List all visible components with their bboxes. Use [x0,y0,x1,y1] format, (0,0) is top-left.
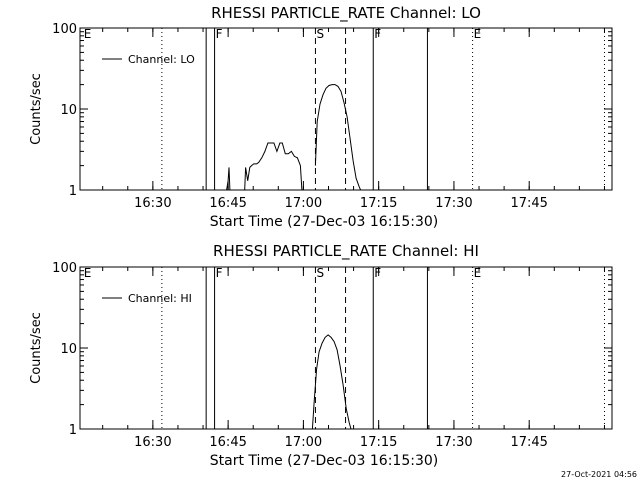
event-marker-label: F [216,266,223,280]
chart-title: RHESSI PARTICLE_RATE Channel: LO [211,4,481,23]
x-tick-label: 17:15 [360,196,397,211]
x-tick-label: 16:45 [209,435,246,450]
x-tick-label: 17:00 [285,435,322,450]
x-tick-label: 16:45 [209,196,246,211]
y-tick-label: 1 [69,423,77,438]
footer-timestamp: 27-Oct-2021 04:56 [561,470,637,479]
data-series-line [244,142,303,191]
x-tick-label: 17:15 [360,435,397,450]
lo-channel-panel: RHESSI PARTICLE_RATE Channel: LO 1 10 100 Co… [29,4,613,230]
y-tick-label: 1 [69,184,77,199]
y-tick-label: 100 [52,22,77,37]
event-marker-label: E [474,266,482,280]
data-series-line [314,84,362,191]
hi-channel-panel: RHESSI PARTICLE_RATE Channel: HI 1 10 100 Co… [29,242,613,469]
x-tick-label: 17:30 [435,435,472,450]
x-tick-label: 17:00 [285,196,322,211]
event-marker-label: F [216,27,223,41]
x-tick-label: 17:45 [510,435,547,450]
y-tick-label: 10 [60,103,77,118]
x-tick-label: 17:30 [435,196,472,211]
data-series-line [311,334,352,430]
y-tick-label: 100 [52,261,77,276]
event-marker-label: E [84,27,92,41]
x-tick-label: 16:30 [134,435,171,450]
event-marker-label: S [316,266,324,280]
event-marker-label: E [474,27,482,41]
y-axis-label: Counts/sec [29,312,44,384]
data-series-line [226,167,231,191]
x-axis-label: Start Time (27-Dec-03 16:15:30) [210,453,438,469]
legend-label: Channel: HI [128,292,192,305]
x-tick-label: 17:45 [510,196,547,211]
chart-title: RHESSI PARTICLE_RATE Channel: HI [213,242,479,261]
event-marker-label: F [374,266,381,280]
x-tick-label: 16:30 [134,196,171,211]
x-axis-label: Start Time (27-Dec-03 16:15:30) [210,214,438,230]
legend-label: Channel: LO [128,53,195,66]
y-tick-label: 10 [60,342,77,357]
event-marker-label: E [84,266,92,280]
event-marker-label: F [374,27,381,41]
event-marker-label: S [316,27,324,41]
y-axis-label: Counts/sec [29,73,44,145]
